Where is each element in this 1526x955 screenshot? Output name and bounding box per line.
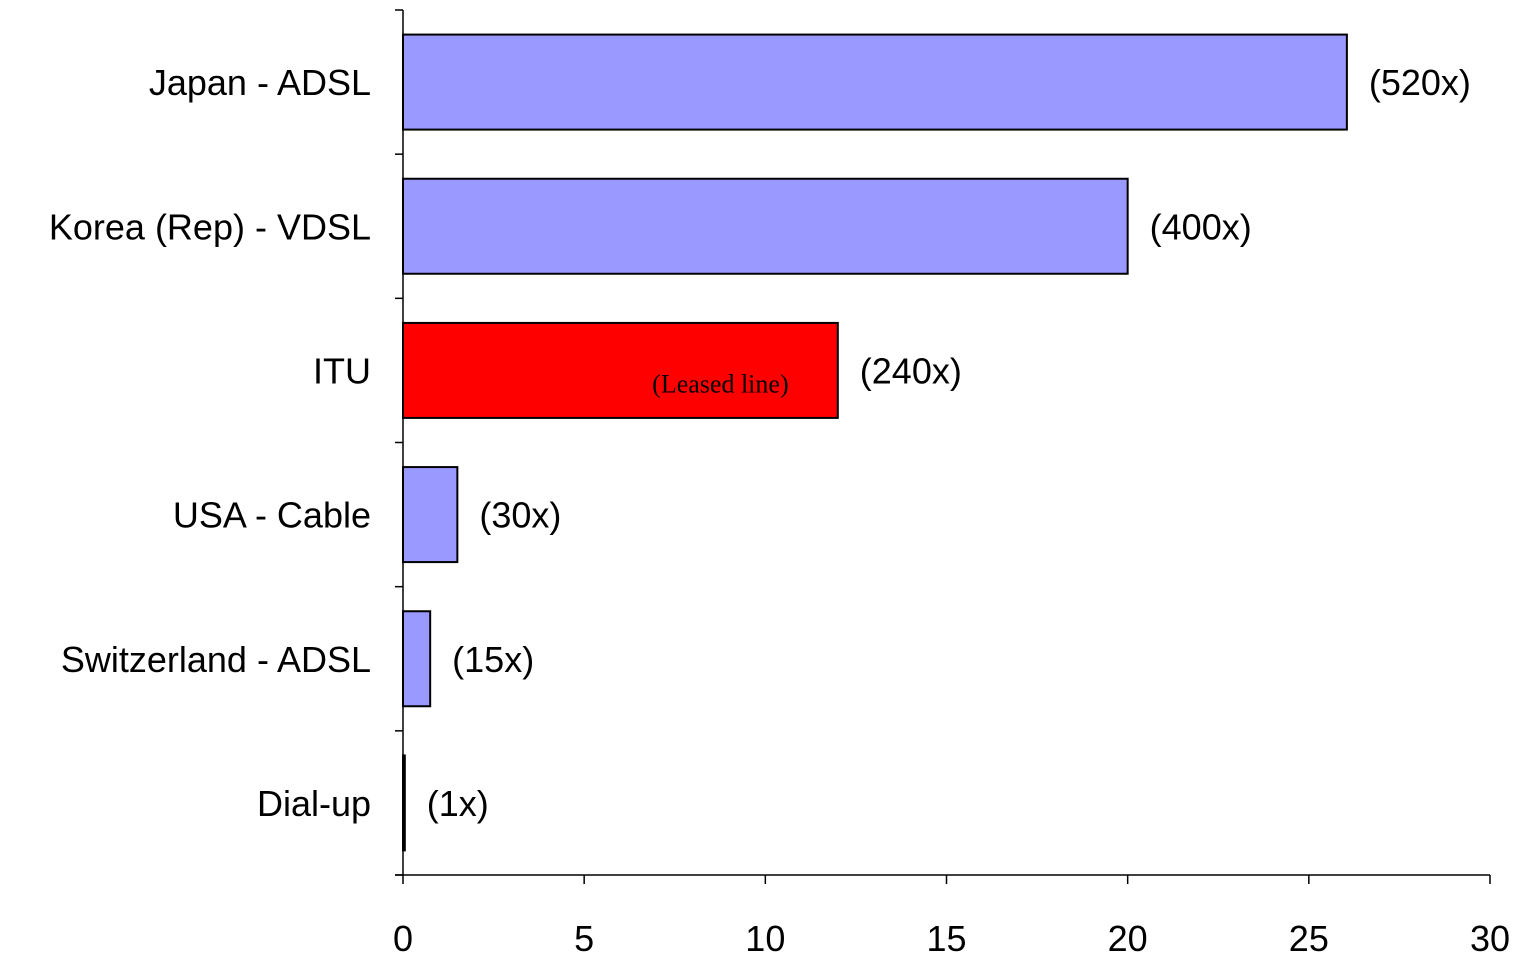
value-label-usa-cable: (30x) — [479, 495, 561, 536]
value-label-japan-adsl: (520x) — [1369, 62, 1471, 103]
category-label-dial-up: Dial-up — [257, 783, 371, 824]
axes-layer — [395, 9, 1491, 884]
value-label-dial-up: (1x) — [427, 783, 489, 824]
bar-japan-adsl — [402, 33, 1348, 131]
x-tick-label: 30 — [1470, 918, 1510, 955]
value-label-korea-rep-vdsl: (400x) — [1150, 206, 1252, 247]
bar-usa-cable — [402, 466, 459, 564]
labels-layer: Japan - ADSL (520x) Korea (Rep) - VDSL (400… — [49, 62, 1510, 955]
value-label-itu: (240x) — [860, 350, 962, 391]
bar-switzerland-adsl — [402, 610, 432, 708]
category-label-itu: ITU — [313, 350, 371, 391]
x-tick-label: 25 — [1289, 918, 1329, 955]
value-label-switzerland-adsl: (15x) — [452, 639, 534, 680]
bars-layer — [402, 33, 1348, 852]
category-label-japan-adsl: Japan - ADSL — [149, 62, 371, 103]
bar-korea-rep-vdsl — [402, 177, 1129, 275]
x-tick-label: 5 — [574, 918, 594, 955]
category-label-korea-rep-vdsl: Korea (Rep) - VDSL — [49, 206, 371, 247]
bar-itu — [402, 321, 839, 419]
x-tick-label: 15 — [926, 918, 966, 955]
category-label-usa-cable: USA - Cable — [173, 495, 371, 536]
annotation-itu: (Leased line) — [652, 369, 788, 398]
x-tick-label: 20 — [1108, 918, 1148, 955]
x-tick-label: 0 — [393, 918, 413, 955]
category-label-switzerland-adsl: Switzerland - ADSL — [61, 639, 371, 680]
x-tick-label: 10 — [745, 918, 785, 955]
